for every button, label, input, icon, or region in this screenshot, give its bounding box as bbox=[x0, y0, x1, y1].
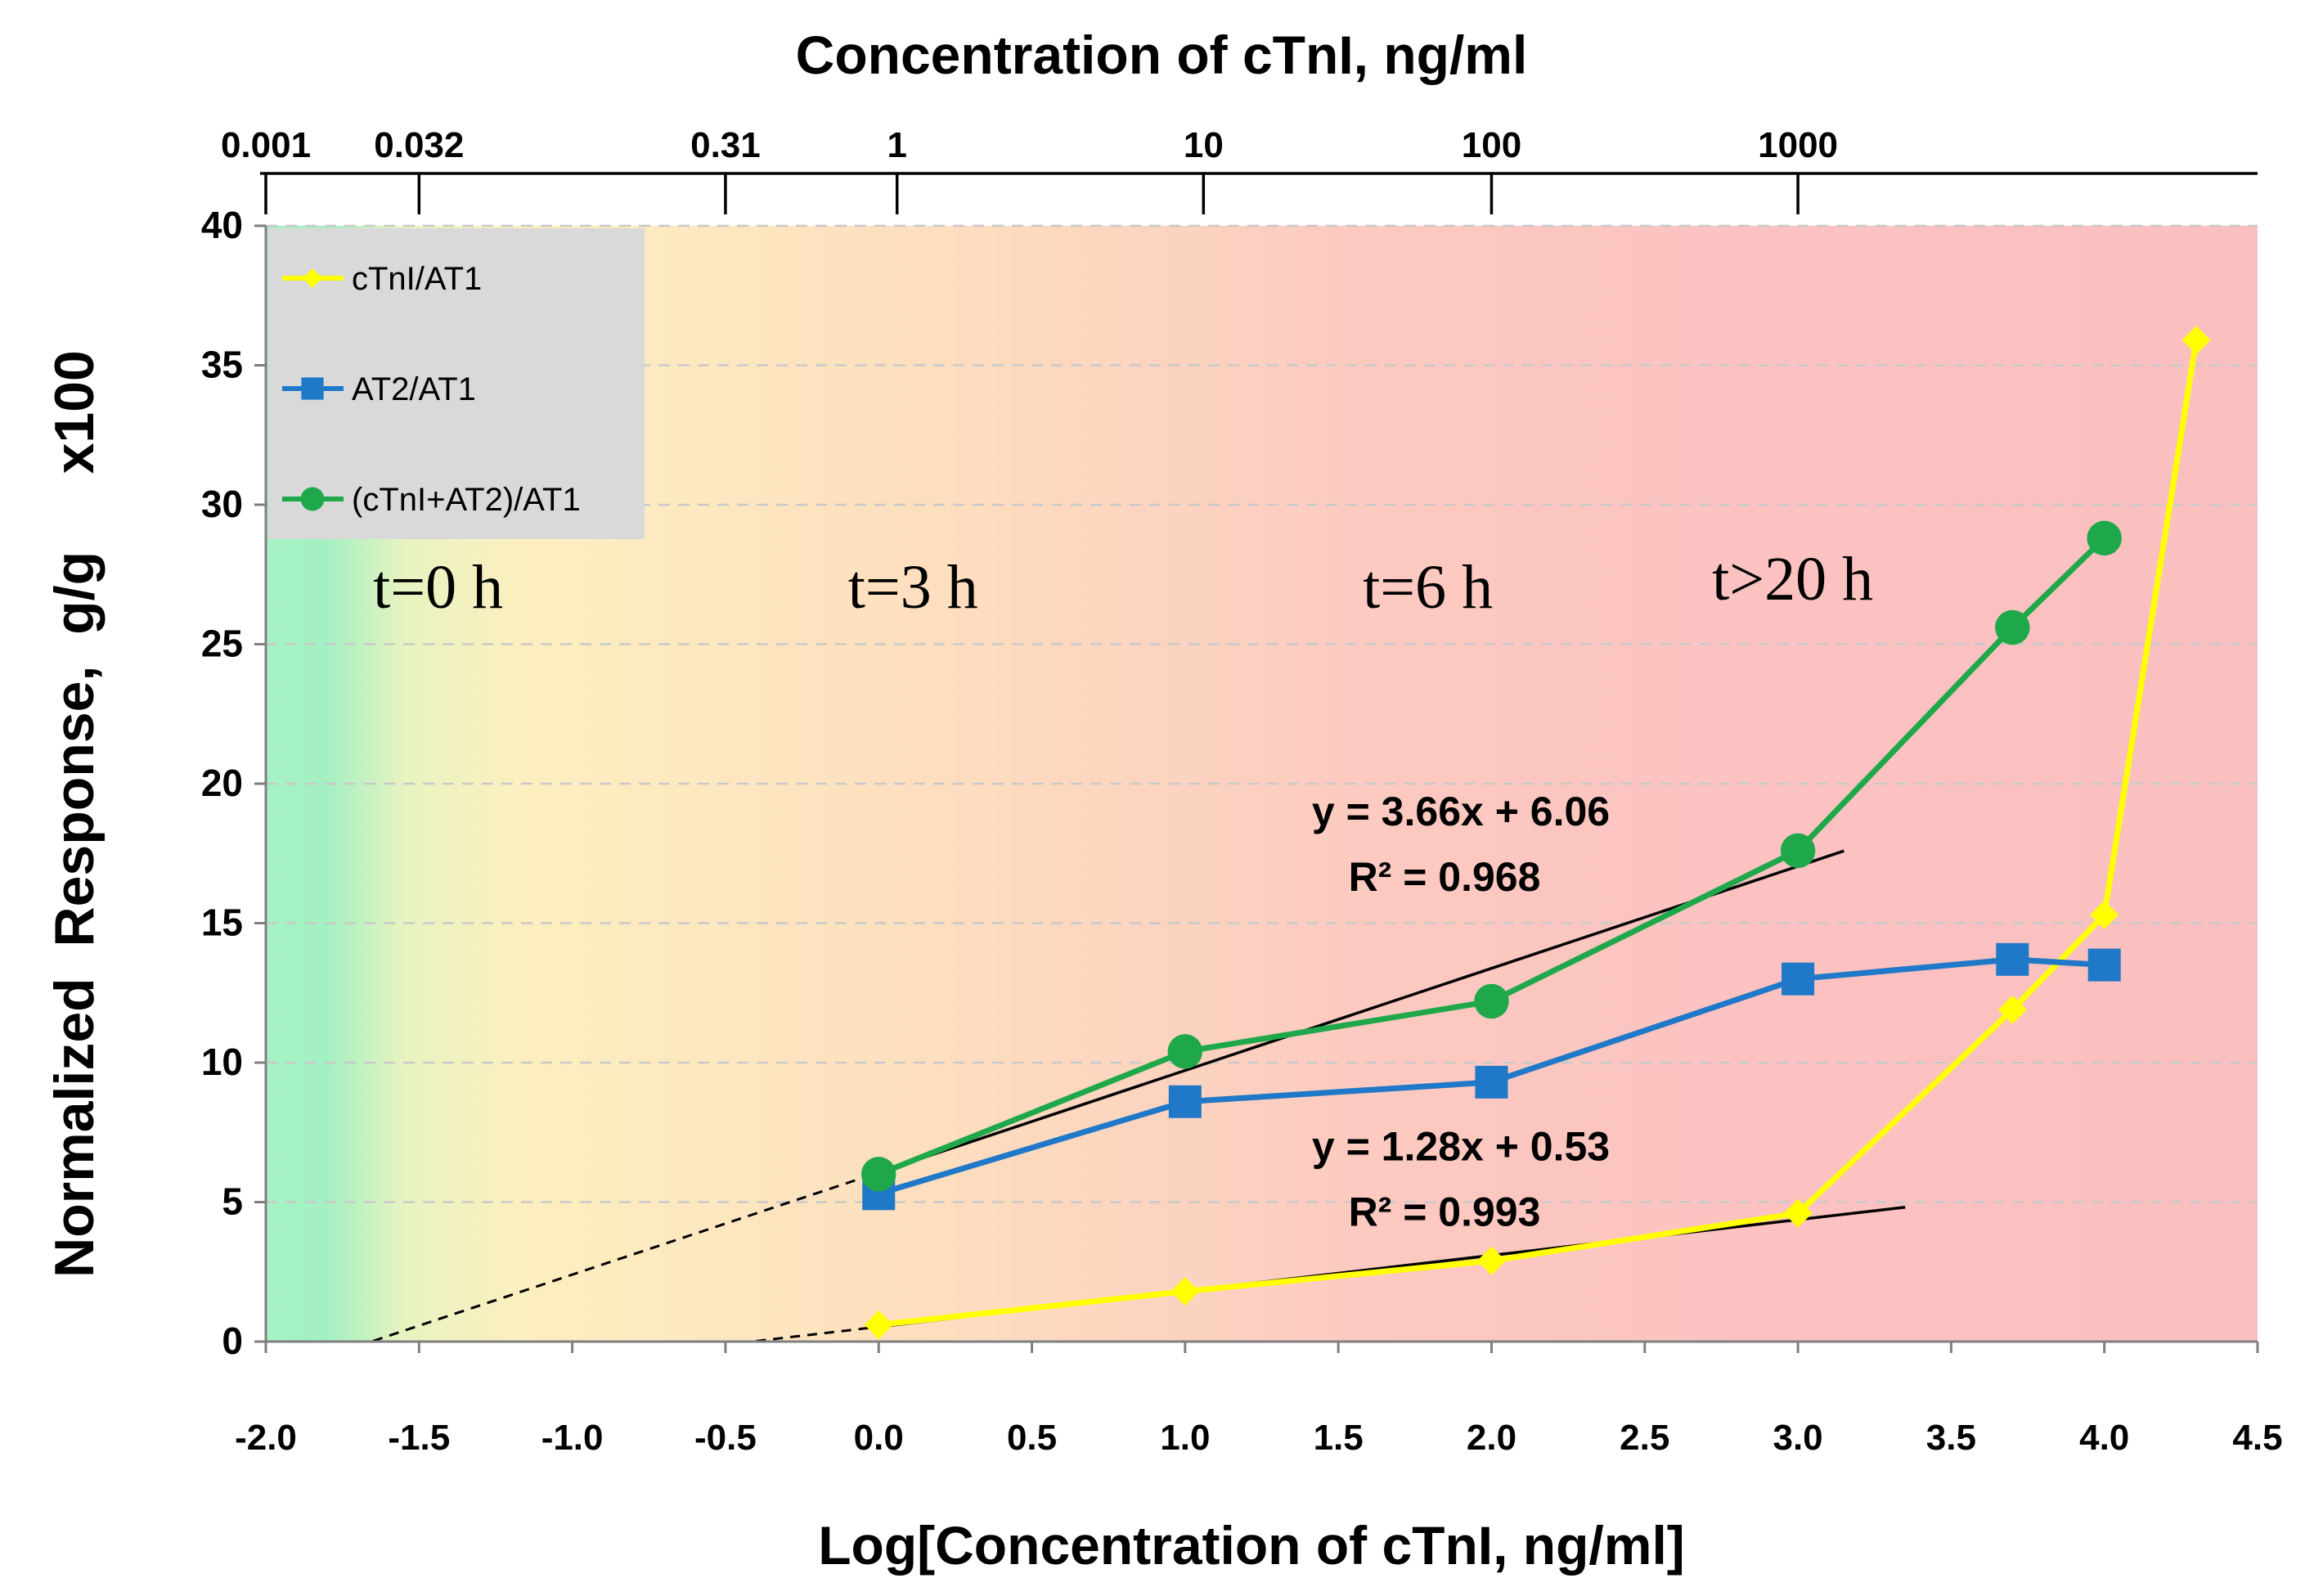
y-tick-label: 0 bbox=[222, 1320, 243, 1362]
series-line bbox=[877, 536, 2107, 1177]
x-tick-label: -1.0 bbox=[541, 1418, 604, 1458]
labels: 0 5 10 15 20 25 30 35 40 -2.0 -1.5 -1.0 -0.5 0.0 0.5 1.… bbox=[43, 25, 2283, 1576]
y-tick-label: 15 bbox=[201, 901, 243, 944]
top-tick-label: 0.032 bbox=[374, 125, 464, 165]
x-tick-label: -0.5 bbox=[694, 1418, 757, 1458]
y-axis-title: Normalized Response, g/g x100 bbox=[43, 350, 106, 1278]
x-tick-label: 1.5 bbox=[1314, 1418, 1364, 1458]
data-point-diamond bbox=[2181, 326, 2211, 355]
trendline-extrapolation bbox=[756, 1325, 879, 1342]
x-tick-label: 0.0 bbox=[854, 1418, 904, 1458]
top-tick-label: 0.31 bbox=[690, 125, 761, 165]
data-point-square bbox=[1475, 1065, 1508, 1099]
x-tick-label: -1.5 bbox=[388, 1418, 450, 1458]
data-point-circle bbox=[2087, 520, 2122, 556]
x-tick-label: 1.0 bbox=[1160, 1418, 1210, 1458]
top-tick-label: 10 bbox=[1184, 125, 1224, 165]
trendline-equation: y = 1.28x + 0.53 bbox=[1312, 1123, 1610, 1169]
trendline-r2: R² = 0.968 bbox=[1349, 854, 1541, 900]
x-tick-label: 2.5 bbox=[1620, 1418, 1669, 1458]
series--ctni-at2-at1 bbox=[860, 520, 2122, 1192]
data-point-square bbox=[1168, 1085, 1202, 1118]
legend-item: cTnI/AT1 bbox=[282, 261, 482, 297]
top-tick-label: 100 bbox=[1462, 125, 1521, 165]
region-label: t=3 h bbox=[848, 553, 978, 622]
y-tick-label: 5 bbox=[222, 1180, 243, 1223]
top-axis-title: Concentration of cTnI, ng/ml bbox=[796, 25, 1528, 85]
x-tick-label: 4.5 bbox=[2232, 1418, 2282, 1458]
legend: cTnI/AT1 AT2/AT1 (cTnI+AT2)/AT1 bbox=[268, 228, 645, 539]
data-point-diamond bbox=[1783, 1198, 1813, 1228]
data-point-circle bbox=[1167, 1034, 1203, 1069]
data-point-diamond bbox=[1997, 995, 2027, 1024]
region-label: t>20 h bbox=[1712, 545, 1873, 614]
axes bbox=[254, 172, 2259, 1353]
x-tick-label: 0.5 bbox=[1007, 1418, 1057, 1458]
top-tick-label: 1000 bbox=[1758, 125, 1838, 165]
x-tick-label: 3.5 bbox=[1926, 1418, 1976, 1458]
data-point-square bbox=[2087, 948, 2121, 982]
legend-label: (cTnI+AT2)/AT1 bbox=[352, 482, 581, 518]
data-point-circle bbox=[300, 487, 325, 511]
data-point-diamond bbox=[303, 268, 322, 288]
top-tick-label: 1 bbox=[887, 125, 906, 165]
x-axis-title: Log[Concentration of cTnI, ng/ml] bbox=[818, 1515, 1685, 1576]
series-ctni-at1 bbox=[864, 326, 2211, 1340]
data-point-circle bbox=[1995, 609, 2030, 645]
data-point-square bbox=[1996, 942, 2029, 976]
y-tick-label: 40 bbox=[201, 204, 243, 246]
y-tick-label: 35 bbox=[201, 344, 243, 386]
legend-item: AT2/AT1 bbox=[282, 371, 476, 407]
data-point-circle bbox=[860, 1157, 896, 1192]
data-point-circle bbox=[1474, 983, 1509, 1019]
data-point-diamond bbox=[2090, 900, 2119, 929]
trendline-r2: R² = 0.993 bbox=[1349, 1189, 1541, 1234]
data-point-diamond bbox=[1476, 1246, 1506, 1275]
y-tick-label: 30 bbox=[201, 483, 243, 525]
data-point-diamond bbox=[1170, 1277, 1200, 1306]
region-label: t=0 h bbox=[373, 553, 503, 622]
data-point-circle bbox=[1780, 833, 1816, 869]
region-label: t=6 h bbox=[1363, 553, 1493, 622]
x-tick-label: 4.0 bbox=[2079, 1418, 2129, 1458]
legend-label: cTnI/AT1 bbox=[352, 261, 482, 297]
y-tick-label: 20 bbox=[201, 762, 243, 804]
x-tick-label: 2.0 bbox=[1467, 1418, 1516, 1458]
y-tick-label: 25 bbox=[201, 623, 243, 665]
data-point-square bbox=[301, 377, 324, 400]
data-point-diamond bbox=[864, 1311, 893, 1340]
x-tick-label: 3.0 bbox=[1773, 1418, 1822, 1458]
data-point-square bbox=[1782, 962, 1815, 996]
y-tick-label: 10 bbox=[201, 1041, 243, 1083]
grid-lines bbox=[266, 224, 2258, 1203]
series-layer bbox=[860, 326, 2211, 1340]
top-tick-label: 0.001 bbox=[221, 125, 311, 165]
legend-item: (cTnI+AT2)/AT1 bbox=[282, 482, 581, 518]
trendline-extrapolation bbox=[372, 1171, 879, 1342]
legend-label: AT2/AT1 bbox=[352, 371, 476, 407]
x-tick-label: -2.0 bbox=[235, 1418, 297, 1458]
trendline-equation: y = 3.66x + 6.06 bbox=[1312, 789, 1610, 834]
